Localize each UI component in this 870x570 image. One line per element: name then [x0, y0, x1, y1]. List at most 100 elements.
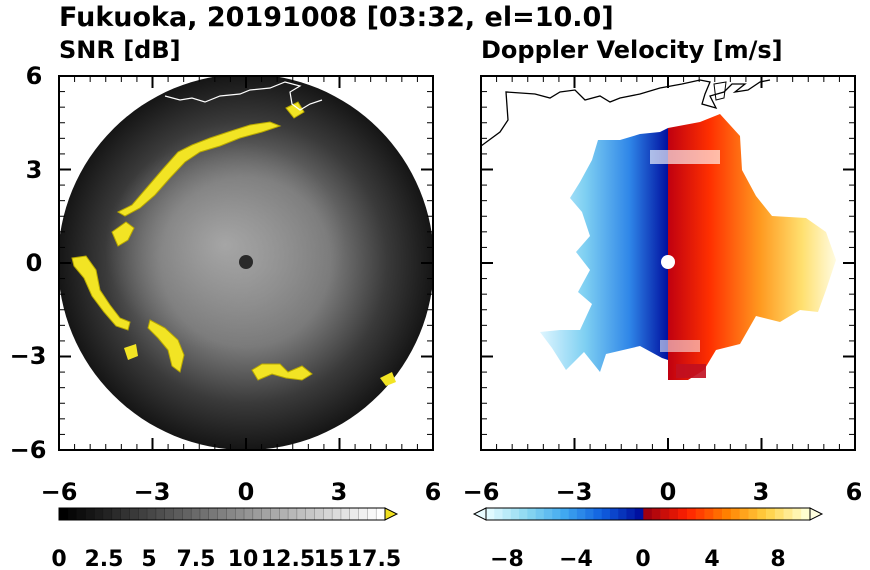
colorbar-cell	[494, 508, 503, 520]
colorbar-extend-arrow	[809, 507, 824, 521]
colorbar-cell	[660, 508, 670, 520]
snr-colorbar-tick: 12.5	[261, 547, 315, 570]
snr-overflow-band-s2	[380, 372, 396, 386]
snr-colorbar-tick: 7.5	[177, 547, 216, 570]
colorbar-extend-arrow	[384, 507, 399, 521]
doppler-xtick-label: −3	[556, 478, 593, 506]
colorbar-cell	[67, 508, 77, 520]
colorbar-cell	[182, 508, 192, 520]
colorbar-cell	[191, 508, 201, 520]
snr-overflow-band-north	[116, 121, 282, 217]
colorbar-outline	[485, 507, 811, 521]
snr-ytick-label: −3	[10, 342, 47, 370]
colorbar-cell	[288, 508, 298, 520]
colorbar-cell	[208, 508, 218, 520]
colorbar-cell	[349, 508, 359, 520]
snr-colorbar	[58, 507, 399, 521]
colorbar-cell	[801, 508, 811, 520]
colorbar-cell	[332, 508, 342, 520]
doppler-xtick-label: 6	[846, 478, 863, 506]
colorbar-cell	[519, 508, 528, 520]
colorbar-cell	[618, 508, 627, 520]
doppler-positive-region	[668, 114, 836, 380]
colorbar-cell	[713, 508, 723, 520]
colorbar-cell	[173, 508, 183, 520]
snr-overflow-band-s3	[124, 344, 138, 360]
colorbar-cell	[94, 508, 104, 520]
doppler-negative-region	[540, 128, 668, 372]
snr-xtick-label: 0	[238, 478, 255, 506]
snr-ytick-label: 3	[26, 156, 43, 184]
doppler-colorbar-tick: 8	[770, 547, 785, 570]
doppler-speckle	[650, 150, 720, 164]
colorbar-cell	[609, 508, 619, 520]
colorbar-cell	[686, 508, 697, 520]
snr-overflow-band-nw	[111, 221, 135, 247]
colorbar-cell	[678, 508, 688, 520]
colorbar-cell	[323, 508, 333, 520]
snr-overflow-band-west	[71, 255, 131, 331]
snr-xtick-label: −3	[134, 478, 171, 506]
colorbar-cell	[560, 508, 569, 520]
doppler-xtick-label: −6	[463, 478, 500, 506]
colorbar-cell	[593, 508, 602, 520]
colorbar-cell	[120, 508, 130, 520]
colorbar-cell	[634, 508, 644, 520]
colorbar-cell	[669, 508, 679, 520]
colorbar-extend-arrow	[472, 507, 487, 521]
colorbar-cell	[376, 508, 386, 520]
doppler-coastline	[481, 79, 771, 147]
colorbar-cell	[279, 508, 289, 520]
snr-panel: SNR [dB] 6 3 0 −3 −6 −6 −3 0	[10, 36, 442, 570]
colorbar-cell	[695, 508, 705, 520]
colorbar-cell	[235, 508, 245, 520]
colorbar-cell	[543, 508, 553, 520]
doppler-center-marker	[661, 255, 675, 269]
colorbar-cell	[305, 508, 315, 520]
colorbar-cell	[535, 508, 545, 520]
colorbar-cell	[367, 508, 377, 520]
colorbar-cell	[748, 508, 758, 520]
colorbar-cell	[585, 508, 594, 520]
colorbar-cell	[103, 508, 113, 520]
doppler-xtick-label: 0	[660, 478, 677, 506]
colorbar-cell	[129, 508, 139, 520]
doppler-xtick-label: 3	[753, 478, 770, 506]
figure-title: Fukuoka, 20191008 [03:32, el=10.0]	[59, 2, 614, 33]
snr-colorbar-tick: 5	[141, 547, 156, 570]
doppler-colorbar-tick: 0	[635, 547, 650, 570]
colorbar-cell	[757, 508, 767, 520]
doppler-colorbar-tick: 4	[704, 547, 719, 570]
colorbar-cell	[358, 508, 368, 520]
colorbar-cell	[527, 508, 536, 520]
colorbar-cell	[774, 508, 784, 520]
snr-ytick-label: −6	[10, 436, 47, 464]
doppler-colorbar-tick: −8	[490, 547, 524, 570]
colorbar-cell	[111, 508, 121, 520]
colorbar-cell	[510, 508, 520, 520]
colorbar-cell	[76, 508, 86, 520]
snr-overflow-band-ne	[285, 101, 305, 119]
snr-xtick-label: −6	[41, 478, 78, 506]
colorbar-cell	[59, 508, 69, 520]
colorbar-cell	[217, 508, 227, 520]
doppler-panel: Doppler Velocity [m/s] −6 −3 0 3 6 −8 −4	[463, 36, 863, 570]
colorbar-cell	[502, 508, 512, 520]
snr-axis-ticks	[58, 75, 434, 451]
colorbar-cell	[314, 508, 324, 520]
colorbar-cell	[739, 508, 749, 520]
colorbar-cell	[704, 508, 714, 520]
colorbar-cell	[340, 508, 351, 520]
colorbar-cell	[244, 508, 254, 520]
snr-overflow-band-south	[251, 363, 313, 381]
colorbar-cell	[261, 508, 271, 520]
colorbar-cell	[783, 508, 793, 520]
colorbar-cell	[226, 508, 236, 520]
doppler-panel-title: Doppler Velocity [m/s]	[481, 36, 783, 64]
snr-echo-core	[105, 140, 345, 350]
doppler-coastline-islet	[713, 81, 727, 101]
snr-colorbar-tick: 17.5	[347, 547, 401, 570]
snr-center-marker	[239, 255, 253, 269]
colorbar-cell	[85, 508, 95, 520]
colorbar-cell	[270, 508, 280, 520]
